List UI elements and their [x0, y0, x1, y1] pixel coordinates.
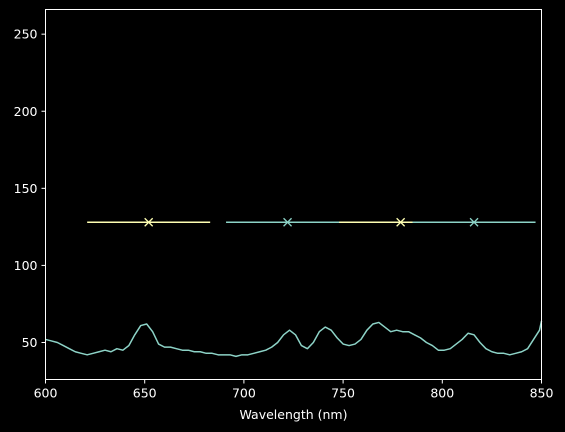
- y-tick-label: 50: [22, 335, 38, 350]
- x-axis-label: Wavelength (nm): [240, 407, 348, 422]
- x-marker: [144, 217, 154, 227]
- x-marker: [469, 217, 479, 227]
- y-axis: 50 100 150 200 250: [14, 27, 46, 350]
- x-tick-label: 650: [133, 386, 157, 401]
- error-bar-marker: [226, 217, 350, 227]
- x-tick-label: 750: [331, 386, 355, 401]
- plot-area: [45, 217, 543, 358]
- y-tick-label: 200: [14, 104, 38, 119]
- x-axis: 600 650 700 750 800 850: [34, 379, 554, 401]
- error-bar-marker: [87, 217, 211, 227]
- y-tick-label: 250: [14, 27, 38, 42]
- x-marker: [283, 217, 293, 227]
- axes-frame: [45, 9, 542, 380]
- y-tick-label: 150: [14, 181, 38, 196]
- x-tick-label: 800: [430, 386, 454, 401]
- x-tick-label: 850: [530, 386, 554, 401]
- error-bar-marker: [412, 217, 536, 227]
- x-tick-label: 600: [34, 386, 58, 401]
- x-tick-label: 700: [232, 386, 256, 401]
- spectrum-line: [45, 320, 543, 358]
- x-marker: [396, 217, 406, 227]
- y-tick-label: 100: [14, 258, 38, 273]
